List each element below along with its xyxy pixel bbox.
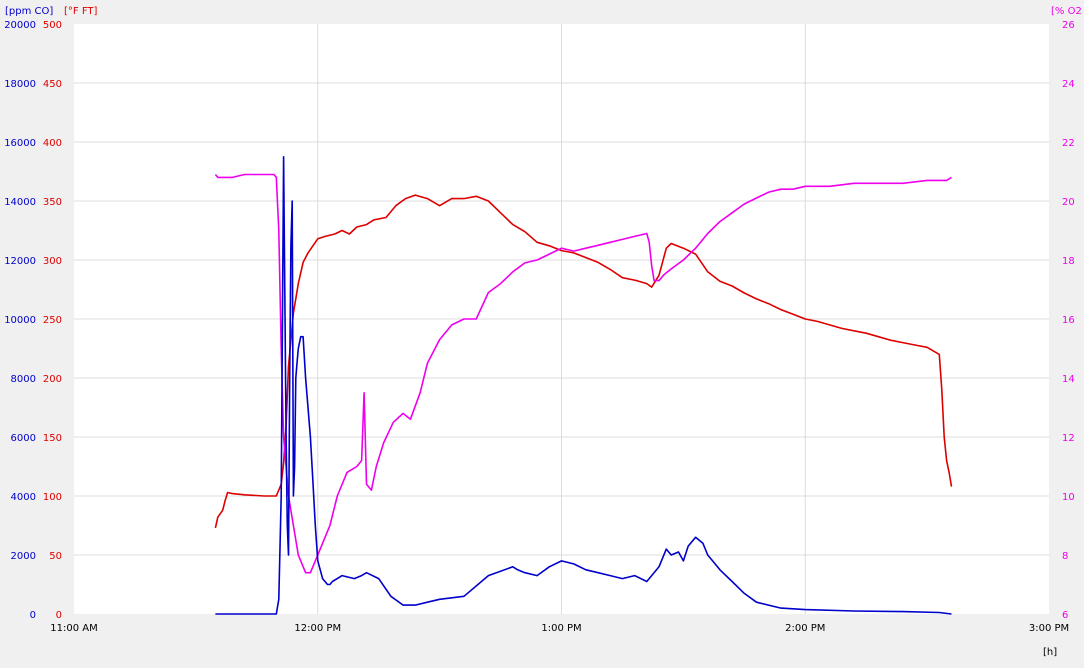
co-tick-label: 10000 bbox=[4, 315, 36, 326]
co-tick-label: 12000 bbox=[4, 256, 36, 267]
tick-labels: 0200040006000800010000120001400016000180… bbox=[4, 20, 1075, 634]
series-lines bbox=[214, 156, 953, 615]
temp-tick-label: 400 bbox=[43, 138, 62, 149]
o2-tick-label: 20 bbox=[1062, 197, 1075, 208]
co-tick-label: 2000 bbox=[11, 551, 36, 562]
temp-series-line bbox=[214, 194, 953, 529]
co-tick-label: 4000 bbox=[11, 492, 36, 503]
temp-axis-label: [°F FT] bbox=[64, 6, 98, 17]
co-tick-label: 16000 bbox=[4, 138, 36, 149]
temp-tick-label: 200 bbox=[43, 374, 62, 385]
temp-tick-label: 0 bbox=[56, 610, 62, 621]
co-tick-label: 0 bbox=[30, 610, 36, 621]
o2-axis-label: [% O2 bbox=[1051, 6, 1082, 17]
o2-tick-label: 22 bbox=[1062, 138, 1075, 149]
co-tick-label: 20000 bbox=[4, 20, 36, 31]
o2-tick-label: 12 bbox=[1062, 433, 1075, 444]
x-axis-unit-label: [h] bbox=[1043, 647, 1057, 658]
o2-tick-label: 6 bbox=[1062, 610, 1068, 621]
co-tick-label: 14000 bbox=[4, 197, 36, 208]
o2-tick-label: 16 bbox=[1062, 315, 1075, 326]
temp-tick-label: 50 bbox=[49, 551, 62, 562]
temp-tick-label: 500 bbox=[43, 20, 62, 31]
o2-tick-label: 8 bbox=[1062, 551, 1068, 562]
x-tick-label: 1:00 PM bbox=[541, 623, 581, 634]
o2-series-line bbox=[214, 173, 952, 574]
temp-tick-label: 150 bbox=[43, 433, 62, 444]
co-tick-label: 18000 bbox=[4, 79, 36, 90]
o2-tick-label: 26 bbox=[1062, 20, 1075, 31]
temp-tick-label: 300 bbox=[43, 256, 62, 267]
co-series-line bbox=[215, 156, 952, 615]
o2-tick-label: 24 bbox=[1062, 79, 1075, 90]
temp-tick-label: 450 bbox=[43, 79, 62, 90]
temp-tick-label: 100 bbox=[43, 492, 62, 503]
x-tick-label: 11:00 AM bbox=[50, 623, 97, 634]
x-tick-label: 2:00 PM bbox=[785, 623, 825, 634]
x-tick-label: 12:00 PM bbox=[294, 623, 341, 634]
o2-tick-label: 18 bbox=[1062, 256, 1075, 267]
grid bbox=[74, 24, 1049, 614]
o2-tick-label: 14 bbox=[1062, 374, 1075, 385]
x-tick-label: 3:00 PM bbox=[1029, 623, 1069, 634]
co-tick-label: 6000 bbox=[11, 433, 36, 444]
co-axis-label: [ppm CO] bbox=[5, 6, 53, 17]
o2-tick-label: 10 bbox=[1062, 492, 1075, 503]
temp-tick-label: 250 bbox=[43, 315, 62, 326]
co-tick-label: 8000 bbox=[11, 374, 36, 385]
temp-tick-label: 350 bbox=[43, 197, 62, 208]
